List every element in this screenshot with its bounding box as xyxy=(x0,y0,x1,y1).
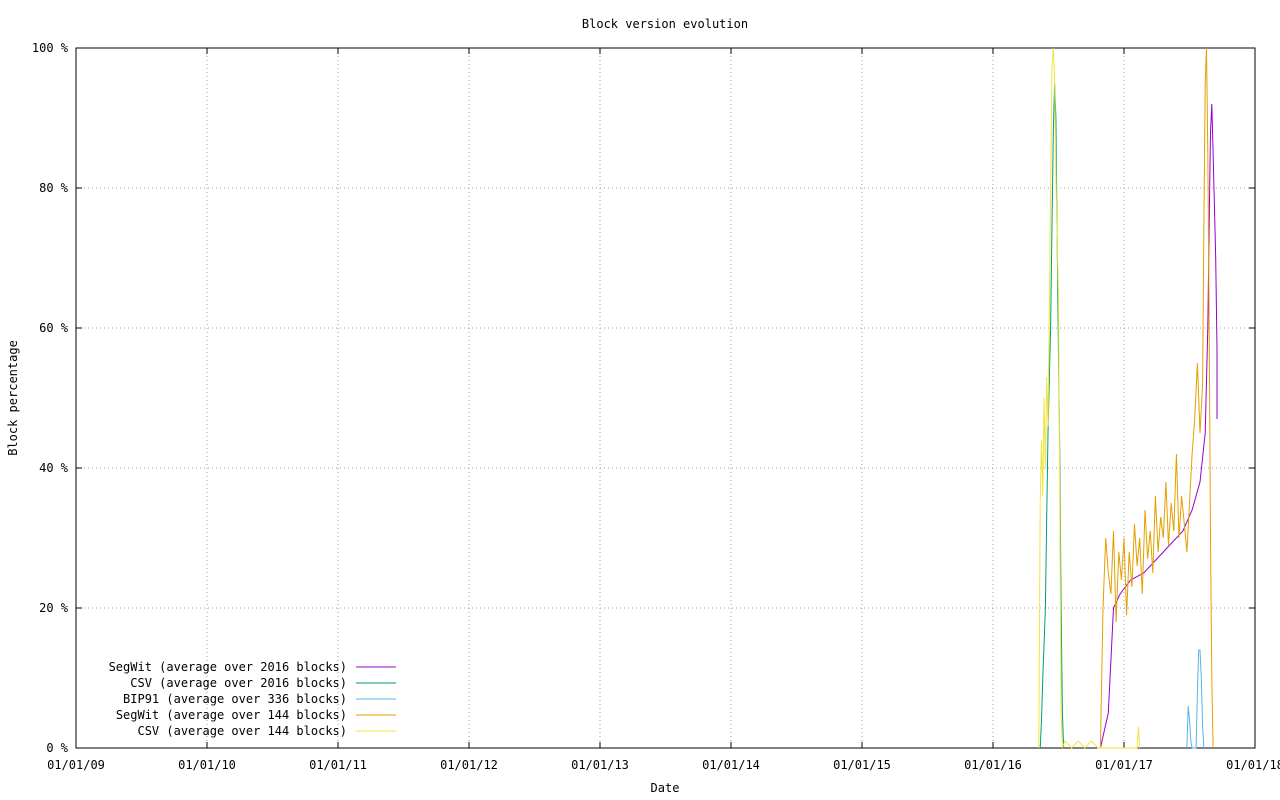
x-tick-label: 01/01/16 xyxy=(964,758,1022,772)
series-lines xyxy=(1038,47,1218,749)
legend-label-2: CSV (average over 2016 blocks) xyxy=(130,676,347,690)
legend-label-4: SegWit (average over 144 blocks) xyxy=(116,708,347,722)
y-tick-label: 0 % xyxy=(46,741,68,755)
y-tick-label: 60 % xyxy=(39,321,69,335)
y-tick-label: 100 % xyxy=(32,41,69,55)
y-tick-label: 40 % xyxy=(39,461,69,475)
y-tick-label: 80 % xyxy=(39,181,69,195)
x-tick-label: 01/01/18 xyxy=(1226,758,1280,772)
x-tick-label: 01/01/15 xyxy=(833,758,891,772)
x-tick-label: 01/01/12 xyxy=(440,758,498,772)
grid-lines xyxy=(76,48,1255,748)
x-tick-label: 01/01/14 xyxy=(702,758,760,772)
y-tick-label: 20 % xyxy=(39,601,69,615)
series-line-4 xyxy=(1099,47,1214,749)
series-line-5 xyxy=(1038,47,1141,749)
series-line-1 xyxy=(1099,103,1218,749)
series-line-3 xyxy=(1186,649,1205,749)
y-axis-ticks: 0 % 20 % 40 % 60 % 80 % 100 % xyxy=(32,41,1255,755)
x-axis-label: Date xyxy=(651,781,680,795)
x-tick-label: 01/01/10 xyxy=(178,758,236,772)
legend-label-5: CSV (average over 144 blocks) xyxy=(137,724,347,738)
legend: SegWit (average over 2016 blocks) CSV (av… xyxy=(109,660,396,738)
x-tick-label: 01/01/11 xyxy=(309,758,367,772)
plot-frame xyxy=(75,47,1256,749)
x-tick-label: 01/01/17 xyxy=(1095,758,1153,772)
x-tick-label: 01/01/13 xyxy=(571,758,629,772)
x-axis-ticks: 01/01/09 01/01/10 01/01/11 01/01/12 01/01/13… xyxy=(47,48,1280,772)
legend-label-1: SegWit (average over 2016 blocks) xyxy=(109,660,347,674)
x-tick-label: 01/01/09 xyxy=(47,758,105,772)
y-axis-label: Block percentage xyxy=(6,340,20,456)
legend-label-3: BIP91 (average over 336 blocks) xyxy=(123,692,347,706)
chart-title: Block version evolution xyxy=(582,17,748,31)
